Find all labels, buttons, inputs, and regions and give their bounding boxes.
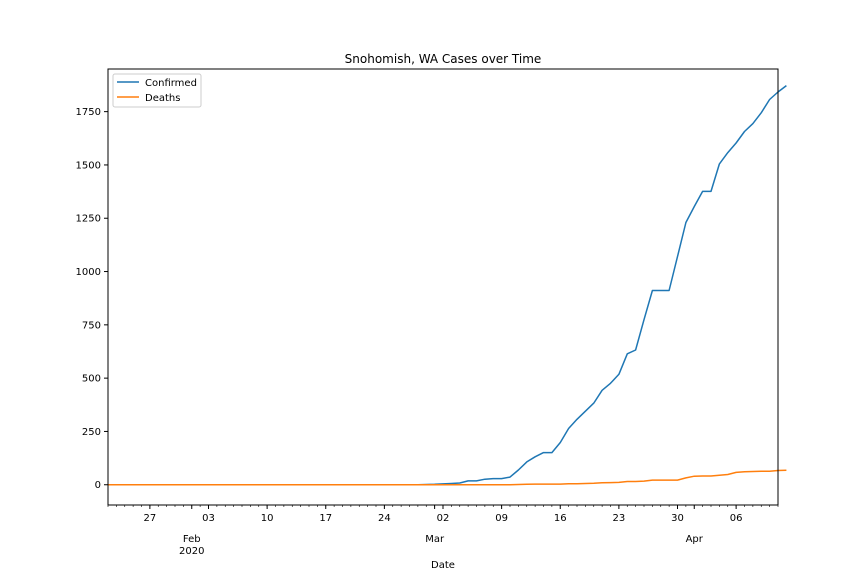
plot-area [108,69,778,505]
x-tick-label: 06 [730,513,743,524]
x-tick-label: 09 [495,513,508,524]
x-tick-label: 23 [613,513,626,524]
series-line-deaths [108,469,787,486]
x-month-label: Feb [183,534,201,545]
series-line-confirmed [108,85,787,486]
x-month-label: Mar [425,534,445,545]
x-month-label: Apr [686,534,704,545]
x-tick-label: 02 [437,513,450,524]
x-tick-label: 30 [671,513,684,524]
y-tick-label: 0 [95,480,101,491]
y-tick-label: 250 [82,427,101,438]
chart-title: Snohomish, WA Cases over Time [345,52,542,66]
y-tick-label: 1000 [76,267,101,278]
y-axis: 0 250 500 750 1000 1250 1500 1750 [76,107,108,491]
x-tick-label: 24 [378,513,391,524]
legend-label-confirmed: Confirmed [145,78,197,89]
x-axis-label: Date [431,560,455,571]
x-tick-label: 10 [261,513,274,524]
legend: Confirmed Deaths [112,73,202,108]
y-tick-label: 1750 [76,107,101,118]
y-tick-label: 500 [82,374,101,385]
series-layer [108,85,787,486]
legend-label-deaths: Deaths [145,93,180,104]
y-tick-label: 1500 [76,160,101,171]
x-tick-label: 27 [144,513,157,524]
y-tick-label: 750 [82,320,101,331]
x-tick-label: 03 [202,513,215,524]
x-year-label: 2020 [179,546,204,557]
x-tick-label: 16 [554,513,567,524]
x-tick-label: 17 [319,513,332,524]
y-tick-label: 1250 [76,214,101,225]
